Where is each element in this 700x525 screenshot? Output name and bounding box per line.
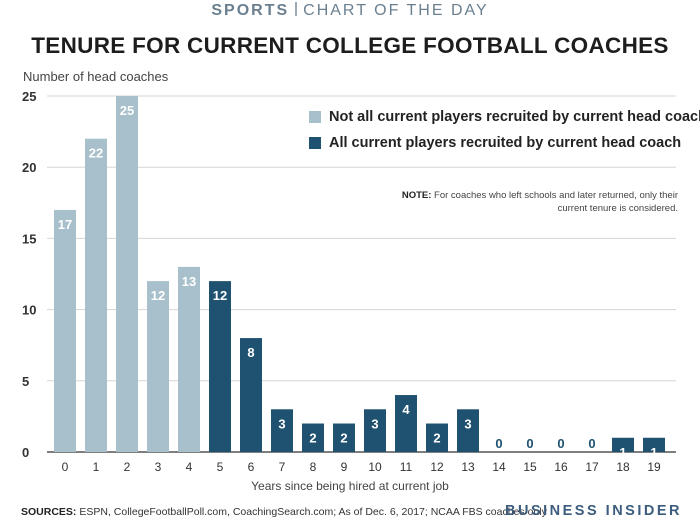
chart-note: NOTE: For coaches who left schools and l… [378, 189, 678, 215]
data-label: 17 [58, 217, 72, 232]
x-tick-label: 15 [523, 460, 537, 474]
chart-legend: Not all current players recruited by cur… [309, 108, 700, 160]
data-label: 0 [588, 436, 595, 451]
kicker-sports: SPORTS [211, 2, 290, 19]
x-tick-label: 0 [62, 460, 69, 474]
x-tick-label: 1 [93, 460, 100, 474]
x-tick-label: 9 [341, 460, 348, 474]
legend-swatch-light [309, 111, 321, 123]
bar-3 [147, 281, 169, 452]
bar-8 [302, 423, 324, 452]
x-tick-label: 4 [186, 460, 193, 474]
data-label: 2 [309, 431, 316, 446]
x-tick-label: 5 [217, 460, 224, 474]
data-label: 8 [247, 345, 254, 360]
data-label: 3 [371, 416, 378, 431]
y-tick-label: 25 [22, 89, 36, 104]
x-axis-label: Years since being hired at current job [251, 479, 449, 493]
x-tick-label: 3 [155, 460, 162, 474]
data-label: 2 [340, 431, 347, 446]
bar-10 [364, 409, 386, 452]
bar-18 [612, 437, 634, 452]
data-label: 22 [89, 146, 103, 161]
data-label: 0 [495, 436, 502, 451]
x-tick-label: 12 [430, 460, 444, 474]
x-tick-label: 2 [124, 460, 131, 474]
x-tick-label: 19 [647, 460, 661, 474]
data-label: 2 [433, 431, 440, 446]
business-insider-logo: BUSINESS INSIDER [505, 503, 682, 519]
legend-label-not-all-recruited: Not all current players recruited by cur… [329, 109, 700, 125]
y-tick-label: 20 [22, 160, 36, 175]
bar-19 [643, 437, 665, 452]
legend-item-not-all-recruited: Not all current players recruited by cur… [309, 108, 700, 126]
data-label: 12 [213, 288, 227, 303]
bar-9 [333, 423, 355, 452]
x-tick-label: 6 [248, 460, 255, 474]
data-label: 3 [278, 416, 285, 431]
bar-4 [178, 266, 200, 452]
data-label: 3 [464, 416, 471, 431]
legend-swatch-dark [309, 137, 321, 149]
y-tick-label: 0 [22, 445, 29, 460]
x-tick-label: 13 [461, 460, 475, 474]
data-label: 1 [619, 445, 626, 460]
note-text: For coaches who left schools and later r… [434, 190, 678, 214]
legend-label-all-recruited: All current players recruited by current… [329, 135, 682, 151]
x-axis-label-row: Years since being hired at current job [0, 479, 700, 493]
y-tick-label: 10 [22, 303, 36, 318]
bar-7 [271, 409, 293, 452]
bar-13 [457, 409, 479, 452]
data-label: 0 [557, 436, 564, 451]
sources-footer: SOURCES: ESPN, CollegeFootballPoll.com, … [21, 506, 547, 518]
y-tick-label: 5 [22, 374, 29, 389]
bar-11 [395, 395, 417, 452]
data-label: 0 [526, 436, 533, 451]
x-tick-label: 17 [585, 460, 599, 474]
sources-label: SOURCES: [21, 506, 77, 518]
kicker-chart-of-the-day: CHART OF THE DAY [303, 2, 489, 19]
data-label: 12 [151, 288, 165, 303]
x-tick-label: 11 [400, 460, 413, 474]
x-tick-label: 14 [492, 460, 506, 474]
sources-text: ESPN, CollegeFootballPoll.com, CoachingS… [79, 506, 547, 518]
x-tick-label: 16 [554, 460, 568, 474]
bar-12 [426, 423, 448, 452]
bar-5 [209, 281, 231, 452]
chart-title: TENURE FOR CURRENT COLLEGE FOOTBALL COAC… [31, 33, 669, 58]
bar-1 [85, 138, 107, 452]
x-tick-label: 10 [368, 460, 382, 474]
y-tick-label: 15 [22, 231, 36, 246]
legend-item-all-recruited: All current players recruited by current… [309, 134, 700, 152]
data-label: 13 [182, 274, 196, 289]
bar-0 [54, 209, 76, 452]
note-label: NOTE: [401, 190, 432, 201]
y-axis-label: Number of head coaches [23, 69, 169, 84]
kicker-divider [295, 2, 298, 16]
data-label: 1 [650, 445, 657, 460]
data-label: 25 [120, 103, 134, 118]
bar-6 [240, 338, 262, 452]
x-tick-label: 7 [279, 460, 286, 474]
bar-2 [116, 96, 138, 452]
x-tick-label: 8 [310, 460, 317, 474]
x-tick-label: 18 [616, 460, 630, 474]
chart-kicker: SPORTS CHART OF THE DAY [0, 2, 700, 20]
data-label: 4 [402, 402, 410, 417]
